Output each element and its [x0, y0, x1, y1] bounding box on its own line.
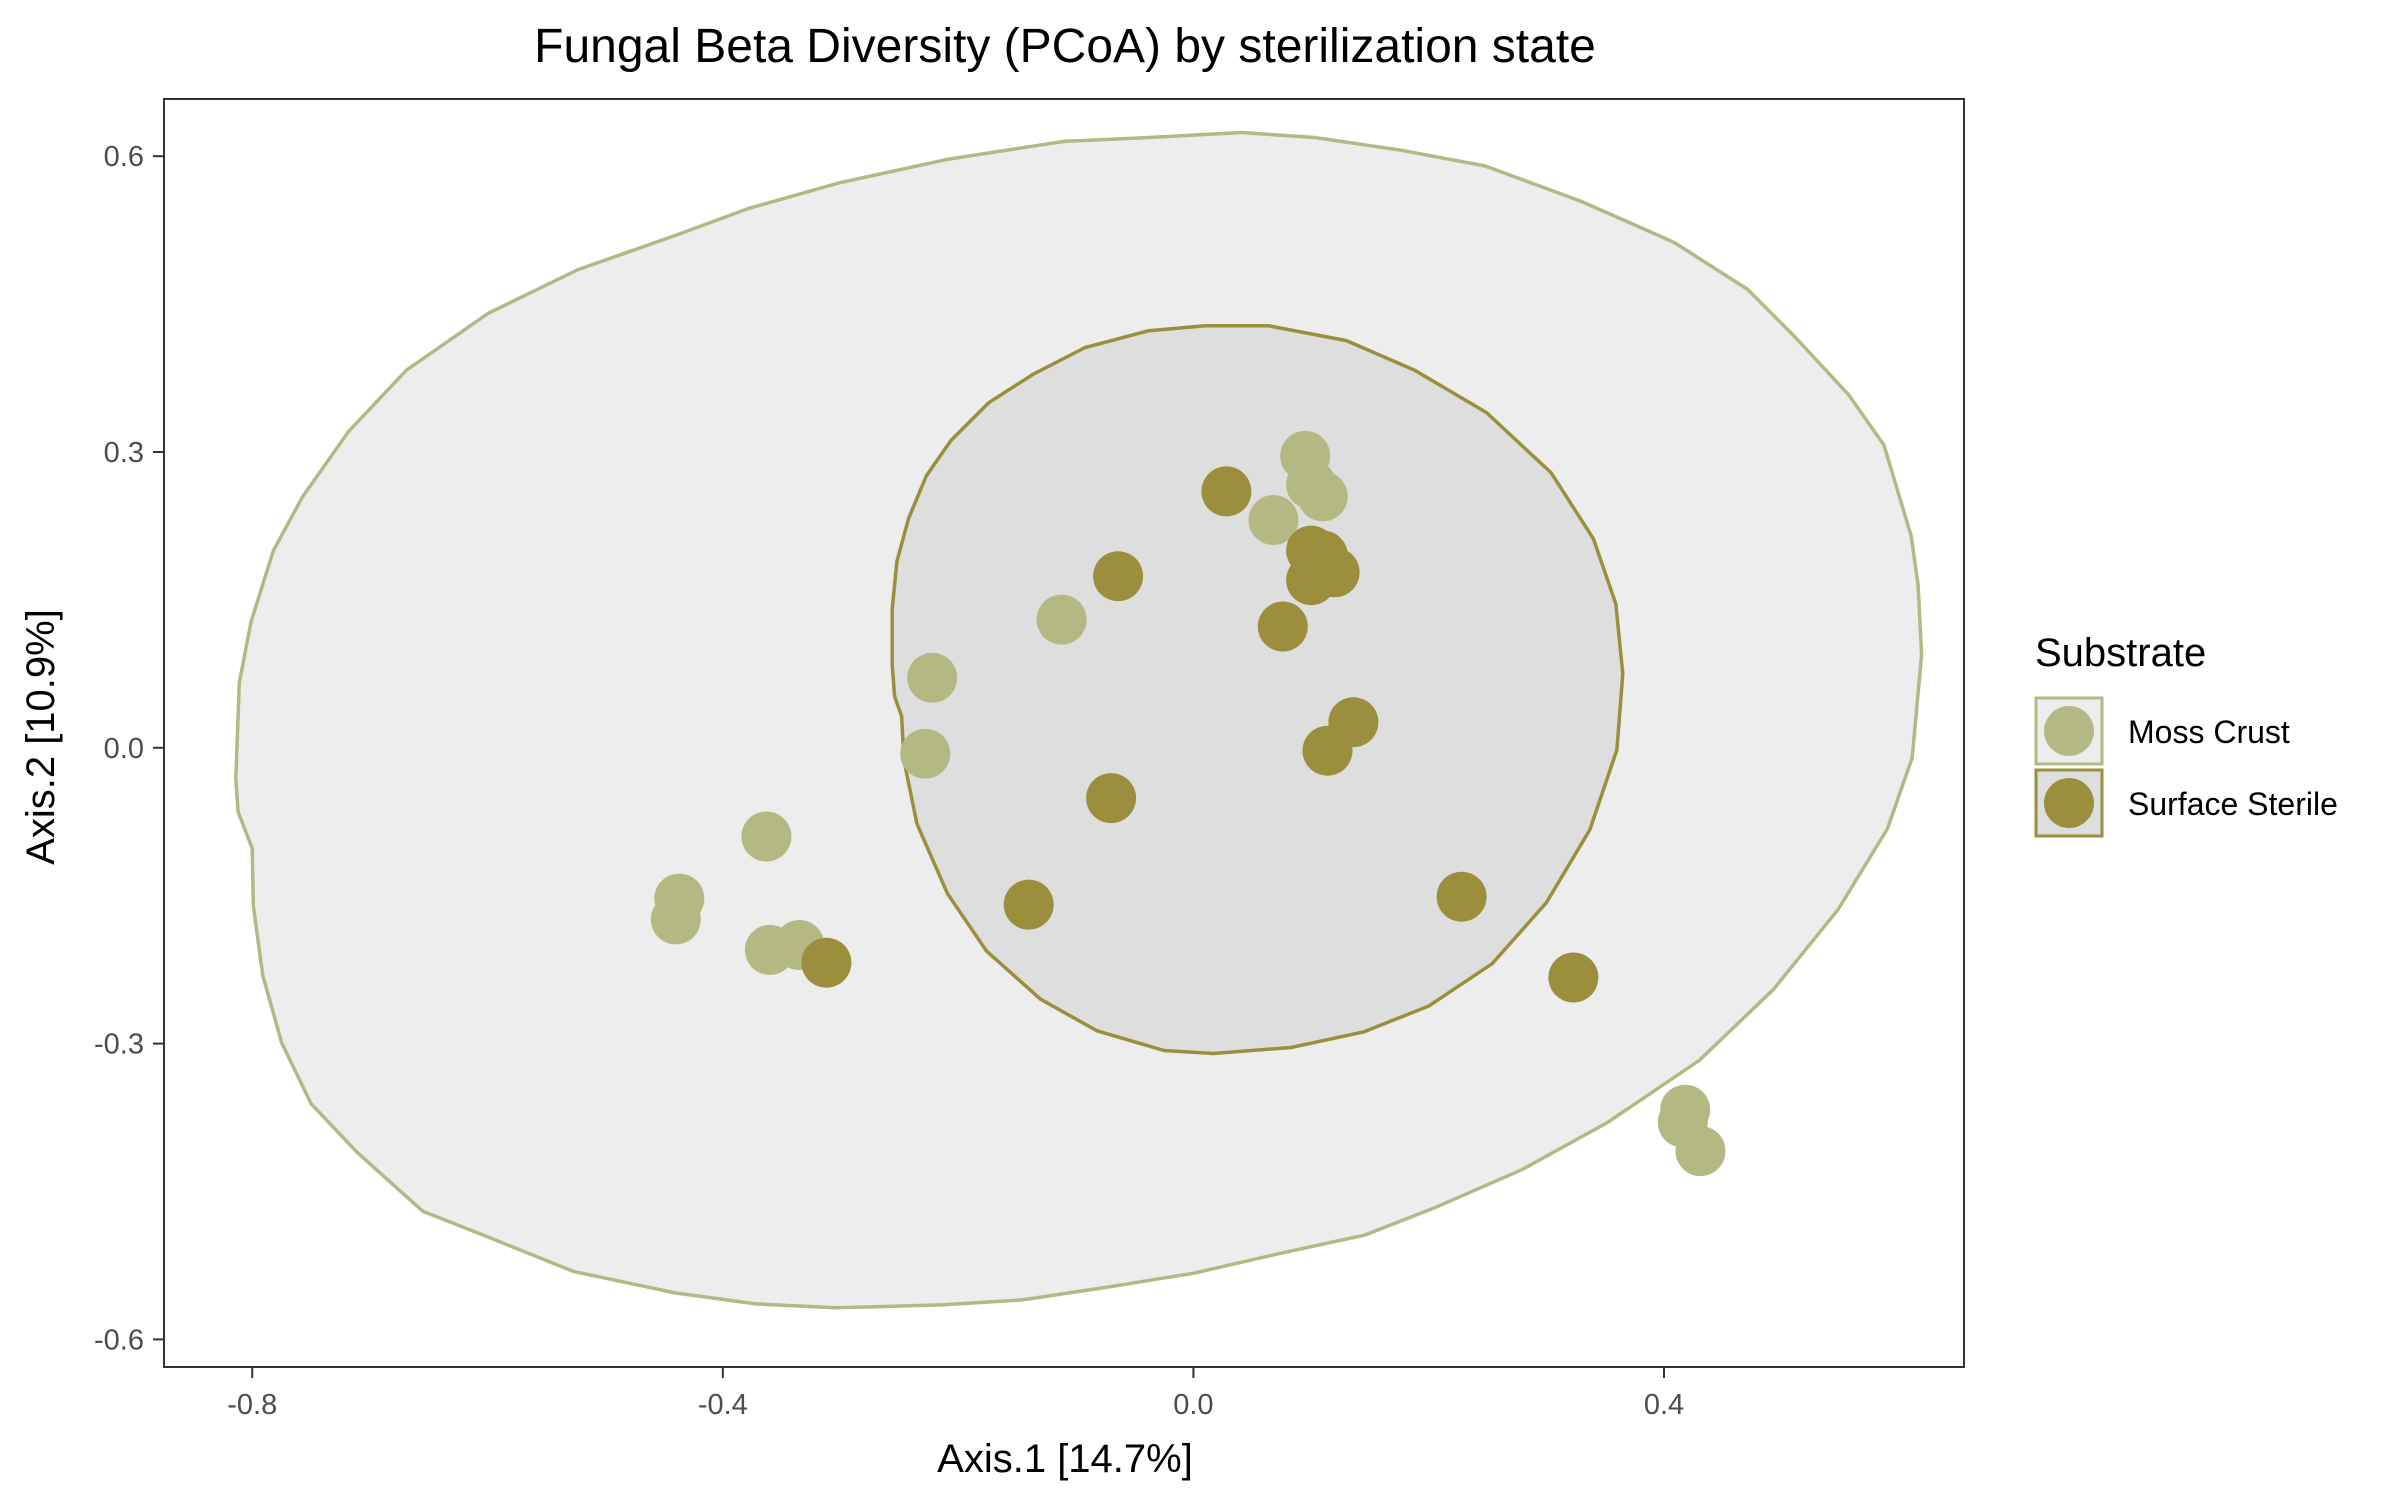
data-point-surface-sterile [1086, 773, 1137, 824]
panel-border [163, 98, 1965, 1368]
data-point-moss-crust [741, 811, 792, 862]
data-point-surface-sterile [1302, 725, 1353, 776]
data-point-surface-sterile [1257, 601, 1308, 652]
legend-item-moss-crust: Moss Crust [2034, 696, 2290, 766]
x-axis: -0.8 -0.4 0.0 0.4 [227, 1367, 1684, 1421]
y-tick-label: 0.6 [104, 141, 144, 173]
legend-swatch-moss-crust [2044, 706, 2094, 756]
x-axis-title: Axis.1 [14.7%] [937, 1437, 1193, 1481]
y-axis: -0.6 -0.3 0.0 0.3 0.6 [94, 141, 164, 1356]
data-point-moss-crust [1675, 1126, 1726, 1177]
data-point-moss-crust [650, 894, 701, 945]
data-point-surface-sterile [1548, 952, 1599, 1003]
legend-title: Substrate [2035, 631, 2206, 675]
data-point-moss-crust [1297, 471, 1348, 522]
ellipse-layer [234, 130, 1924, 1310]
y-axis-title: Axis.2 [10.9%] [19, 609, 63, 865]
data-point-surface-sterile [1436, 871, 1487, 922]
data-point-surface-sterile [1286, 555, 1337, 606]
x-tick-label: -0.8 [227, 1389, 277, 1421]
data-point-surface-sterile [1003, 879, 1054, 930]
data-point-moss-crust [1036, 594, 1087, 645]
y-tick-label: 0.3 [104, 437, 144, 469]
legend: Substrate Moss Crust Surface Sterile [2034, 631, 2338, 838]
data-point-moss-crust [900, 728, 951, 779]
chart-title: Fungal Beta Diversity (PCoA) by steriliz… [534, 20, 1596, 73]
y-tick-label: -0.6 [94, 1324, 144, 1356]
data-point-surface-sterile [801, 937, 852, 988]
data-point-moss-crust [907, 652, 958, 703]
plot-panel [163, 98, 1965, 1368]
x-tick-label: 0.0 [1173, 1389, 1213, 1421]
data-point-surface-sterile [1201, 466, 1252, 517]
data-point-moss-crust [1248, 495, 1299, 545]
legend-items: Moss Crust Surface Sterile [2034, 696, 2338, 838]
legend-item-surface-sterile: Surface Sterile [2034, 768, 2338, 838]
y-tick-label: -0.3 [94, 1029, 144, 1061]
x-tick-label: -0.4 [698, 1389, 748, 1421]
y-tick-label: 0.0 [104, 733, 144, 765]
legend-label-surface-sterile: Surface Sterile [2128, 786, 2338, 822]
x-tick-label: 0.4 [1644, 1389, 1684, 1421]
legend-label-moss-crust: Moss Crust [2128, 714, 2290, 750]
ellipse-surface-sterile [890, 324, 1625, 1056]
point-layer [650, 430, 1726, 1177]
legend-swatch-surface-sterile [2044, 778, 2094, 828]
data-point-surface-sterile [1093, 551, 1144, 602]
